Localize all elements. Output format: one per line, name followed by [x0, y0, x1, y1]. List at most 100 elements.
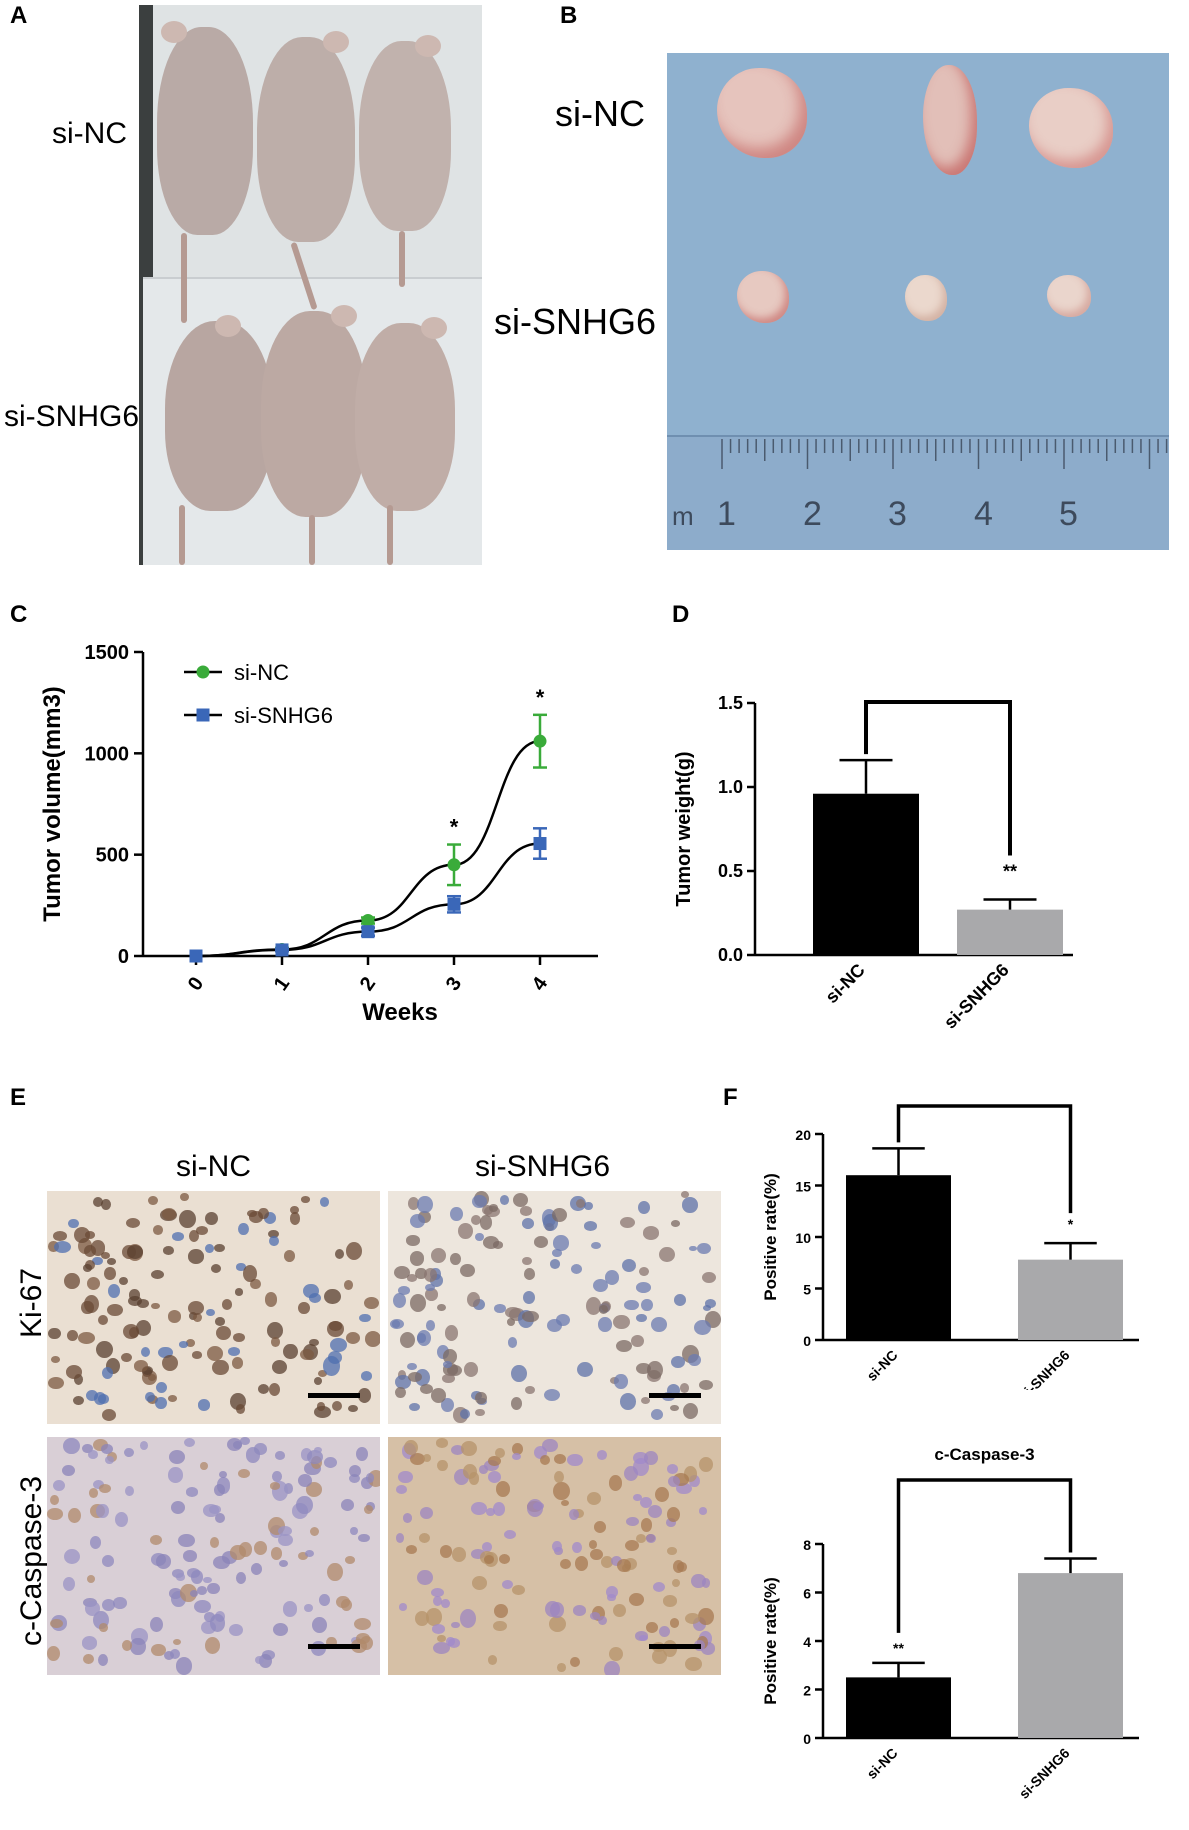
cell-nucleus — [560, 1499, 569, 1507]
bar-si-SNHG6 — [1018, 1573, 1123, 1738]
cell-nucleus — [323, 1456, 338, 1469]
panel-a-label-si-nc: si-NC — [52, 117, 127, 150]
cell-nucleus — [702, 1305, 712, 1312]
cell-nucleus — [145, 1391, 156, 1403]
cell-nucleus — [54, 1241, 72, 1254]
cell-nucleus — [82, 1443, 93, 1454]
cell-nucleus — [416, 1195, 433, 1213]
cell-nucleus — [235, 1288, 244, 1296]
cell-nucleus — [348, 1405, 359, 1413]
cell-nucleus — [442, 1361, 452, 1368]
cell-nucleus — [124, 1448, 134, 1458]
significance-bracket — [864, 700, 1012, 856]
cell-nucleus — [640, 1396, 651, 1405]
cell-nucleus — [474, 1232, 484, 1242]
cell-nucleus — [92, 1196, 104, 1208]
y-axis-label: Tumor volume(mm3) — [39, 686, 66, 922]
cell-nucleus — [533, 1235, 548, 1248]
cell-nucleus — [416, 1329, 431, 1347]
cell-nucleus — [364, 1296, 379, 1309]
cell-nucleus — [204, 1211, 218, 1226]
cell-nucleus — [176, 1657, 193, 1675]
y-tick-label: 4 — [803, 1634, 811, 1650]
cell-nucleus — [702, 1272, 717, 1284]
cell-nucleus — [543, 1388, 561, 1402]
cell-nucleus — [584, 1202, 593, 1211]
cell-nucleus — [267, 1230, 279, 1239]
cell-nucleus — [597, 1615, 607, 1626]
cell-nucleus — [361, 1477, 373, 1490]
cell-nucleus — [443, 1349, 458, 1364]
cell-nucleus — [270, 1336, 281, 1347]
cell-nucleus — [168, 1467, 183, 1483]
cell-nucleus — [84, 1244, 97, 1258]
cell-nucleus — [425, 1608, 442, 1626]
cell-nucleus — [431, 1587, 444, 1598]
cell-nucleus — [608, 1474, 623, 1491]
cell-nucleus — [210, 1264, 221, 1274]
cell-nucleus — [157, 1346, 173, 1359]
cell-nucleus — [402, 1513, 413, 1523]
panel-b-label-si-snhg6: si-SNHG6 — [494, 301, 657, 342]
cell-nucleus — [623, 1466, 638, 1482]
cell-nucleus — [406, 1273, 418, 1282]
cell-nucleus — [267, 1322, 283, 1340]
cell-nucleus — [329, 1321, 342, 1331]
cell-nucleus — [512, 1443, 524, 1455]
y-tick-label: 15 — [795, 1179, 811, 1195]
cell-nucleus — [423, 1267, 438, 1282]
cell-nucleus — [330, 1338, 347, 1353]
data-point — [447, 897, 461, 911]
ruler-number: 5 — [1059, 495, 1078, 533]
y-tick-label: 0 — [803, 1333, 811, 1349]
cell-nucleus — [239, 1437, 251, 1446]
cell-nucleus — [461, 1441, 478, 1457]
cell-nucleus — [600, 1555, 613, 1568]
cell-nucleus — [479, 1465, 489, 1474]
cell-nucleus — [345, 1331, 361, 1345]
cell-nucleus — [468, 1472, 480, 1485]
cell-nucleus — [264, 1212, 277, 1224]
cell-nucleus — [498, 1553, 511, 1565]
cell-nucleus — [557, 1662, 566, 1672]
cell-nucleus — [467, 1291, 481, 1307]
x-tick-label: si-SNHG6 — [1016, 1347, 1073, 1390]
cell-nucleus — [104, 1267, 116, 1280]
cell-nucleus — [698, 1507, 708, 1516]
cell-nucleus — [482, 1236, 500, 1250]
mouse-si-snhg6-3 — [355, 317, 455, 511]
cell-nucleus — [425, 1288, 439, 1301]
cell-nucleus — [203, 1576, 213, 1584]
cell-nucleus — [398, 1471, 413, 1484]
cell-nucleus — [135, 1320, 151, 1337]
cell-nucleus — [81, 1636, 98, 1650]
cell-nucleus — [422, 1453, 432, 1463]
panel-label-b: B — [560, 2, 578, 29]
cell-nucleus — [591, 1242, 602, 1250]
cell-nucleus — [666, 1506, 681, 1523]
cell-nucleus — [213, 1243, 226, 1253]
ihc-ccaspase3-si-snhg6 — [388, 1437, 721, 1675]
cell-nucleus — [613, 1314, 630, 1330]
cell-nucleus — [305, 1481, 323, 1498]
cell-nucleus — [238, 1222, 249, 1236]
cell-nucleus — [504, 1529, 517, 1540]
cell-nucleus — [296, 1496, 313, 1515]
cell-nucleus — [249, 1211, 263, 1223]
cell-nucleus — [555, 1313, 570, 1327]
ruler-number: 4 — [974, 495, 993, 533]
y-tick-label: 500 — [96, 845, 129, 867]
cell-nucleus — [471, 1501, 487, 1515]
cell-nucleus — [432, 1595, 443, 1607]
cell-nucleus — [487, 1471, 502, 1484]
significance-bracket — [896, 1104, 1073, 1214]
cell-nucleus — [170, 1648, 181, 1660]
cell-nucleus — [254, 1656, 265, 1665]
cell-nucleus — [72, 1395, 84, 1406]
cell-nucleus — [432, 1642, 450, 1655]
cell-nucleus — [588, 1540, 597, 1549]
cell-nucleus — [576, 1361, 594, 1378]
cell-nucleus — [548, 1616, 566, 1633]
cell-nucleus — [593, 1521, 607, 1534]
cell-nucleus — [475, 1391, 487, 1405]
